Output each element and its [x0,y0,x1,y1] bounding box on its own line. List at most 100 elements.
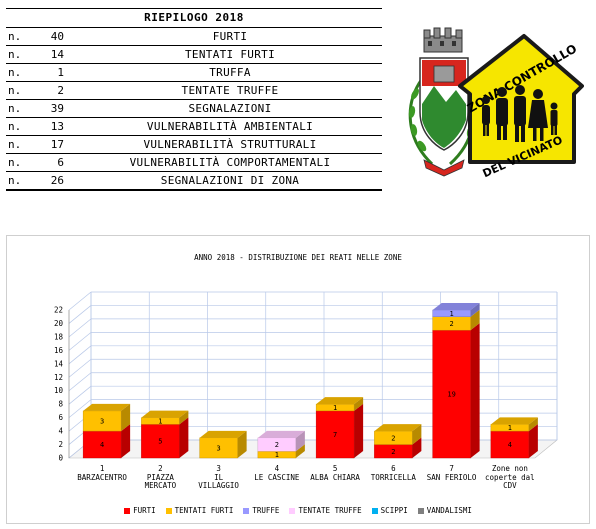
legend-item: TRUFFE [243,506,279,515]
bar-segment-side [179,410,189,425]
data-label: 2 [275,441,279,449]
row-prefix: n. [8,30,22,43]
row-count: 6 [57,156,64,169]
legend-label: VANDALISMI [426,506,472,515]
bar-segment [141,424,180,459]
y-tick-label: 18 [54,332,64,341]
row-label: TENTATE TRUFFE [181,84,279,97]
y-tick-label: 8 [58,400,63,409]
summary-row: n. 17 VULNERABILITÀ STRUTTURALI [6,136,382,154]
row-label: SEGNALAZIONI DI ZONA [160,174,300,187]
summary-row: n. 14 TENTATI FURTI [6,46,382,64]
bar-top [316,397,364,405]
row-label: TRUFFA [209,66,251,79]
gridline-side [68,385,92,405]
legend-item: VANDALISMI [417,506,472,515]
y-tick-label: 2 [58,440,63,449]
row-count: 13 [50,120,64,133]
crown-icon [423,27,463,53]
row-prefix: n. [8,120,22,133]
summary-row: n. 26 SEGNALAZIONI DI ZONA [6,172,382,191]
legend-item: TENTATI FURTI [165,506,234,515]
y-tick-label: 14 [54,359,64,368]
bar-top [374,424,422,432]
legend-label: FURTI [133,506,156,515]
summary-title: RIEPILOGO 2018 [6,8,382,28]
data-label: 4 [100,441,104,449]
gridline-side [68,318,92,338]
bar-segment-side [470,323,480,458]
bar-segment-side [237,430,247,458]
bar-top [199,430,247,438]
data-label: 7 [333,431,337,439]
category-label: 6 TORRICELLA [370,464,416,482]
row-count: 17 [50,138,64,151]
legend-swatch [289,508,296,514]
y-tick-label: 22 [54,306,63,315]
bar-segment-side [179,417,189,458]
row-label: SEGNALAZIONI [188,102,272,115]
data-label: 2 [450,320,454,328]
row-prefix: n. [8,48,22,61]
y-tick-label: 16 [54,346,64,355]
category-label: Zone non coperte dal CDV [485,464,535,490]
legend-label: TRUFFE [252,506,280,515]
data-label: 4 [508,441,512,449]
data-label: 2 [391,448,395,456]
data-label: 1 [508,424,512,432]
bar-segment-side [412,424,422,445]
bar-segment-side [121,403,131,432]
row-count: 40 [50,30,64,43]
gridline-side [68,345,92,365]
gridline-side [68,291,92,311]
row-count: 26 [50,174,64,187]
y-tick-label: 20 [54,319,64,328]
bar-top [432,303,480,310]
row-label: TENTATI FURTI [185,48,275,61]
bar-segment-side [354,397,364,411]
category-label: 1 BARZACENTRO [77,464,127,482]
category-label: 4 LE CASCINE [254,464,300,482]
zona-controllo-vicinato-logo: ZONA CONTROLLO DEL VICINATO [408,27,584,180]
row-prefix: n. [8,156,22,169]
row-prefix: n. [8,138,22,151]
legend-swatch [243,508,250,514]
legend-item: TENTATE TRUFFE [289,506,362,515]
row-label: FURTI [212,30,248,43]
data-label: 1 [450,310,454,318]
row-prefix: n. [8,174,22,187]
data-label: 1 [275,451,279,459]
bar-segment-side [354,403,364,458]
summary-rows: n. 40 FURTI n. 14 TENTATI FURTI n. 1 TRUFFA n. 2 TE… [6,28,382,191]
people-icon [482,85,558,142]
bar-top [141,410,189,418]
row-count: 1 [57,66,64,79]
stacked-bar-chart: ANNO 2018 - DISTRIBUZIONE DEI REATI NELL… [54,253,558,463]
bar-segment-side [121,424,131,458]
y-tick-label: 10 [54,386,64,395]
bar-top [490,417,538,425]
data-label: 19 [447,391,455,399]
summary-table: RIEPILOGO 2018 n. 40 FURTI n. 14 TENTATI FURT… [6,8,382,191]
summary-row: n. 40 FURTI [6,28,382,46]
gridline-side [68,305,92,324]
data-label: 2 [391,434,395,442]
legend-item: FURTI [124,506,156,515]
legend-swatch [417,508,424,514]
bar-segment-side [295,430,305,452]
gridline-side [68,359,92,378]
row-prefix: n. [8,102,22,115]
legend-label: TENTATI FURTI [174,506,234,515]
gridline-side [68,372,92,391]
category-label: 2 PIAZZA MERCATO [144,464,177,490]
chart-legend: FURTI TENTATI FURTI TRUFFE TENTATE TRUFFE SC… [7,506,589,515]
row-prefix: n. [8,84,22,97]
bar-segment [432,329,471,459]
chart-title: ANNO 2018 - DISTRIBUZIONE DEI REATI NELL… [194,253,402,262]
data-label: 1 [333,404,337,412]
bar-segment-side [412,437,422,458]
summary-row: n. 6 VULNERABILITÀ COMPORTAMENTALI [6,154,382,172]
data-label: 1 [158,418,162,426]
row-label: VULNERABILITÀ AMBIENTALI [146,120,314,133]
